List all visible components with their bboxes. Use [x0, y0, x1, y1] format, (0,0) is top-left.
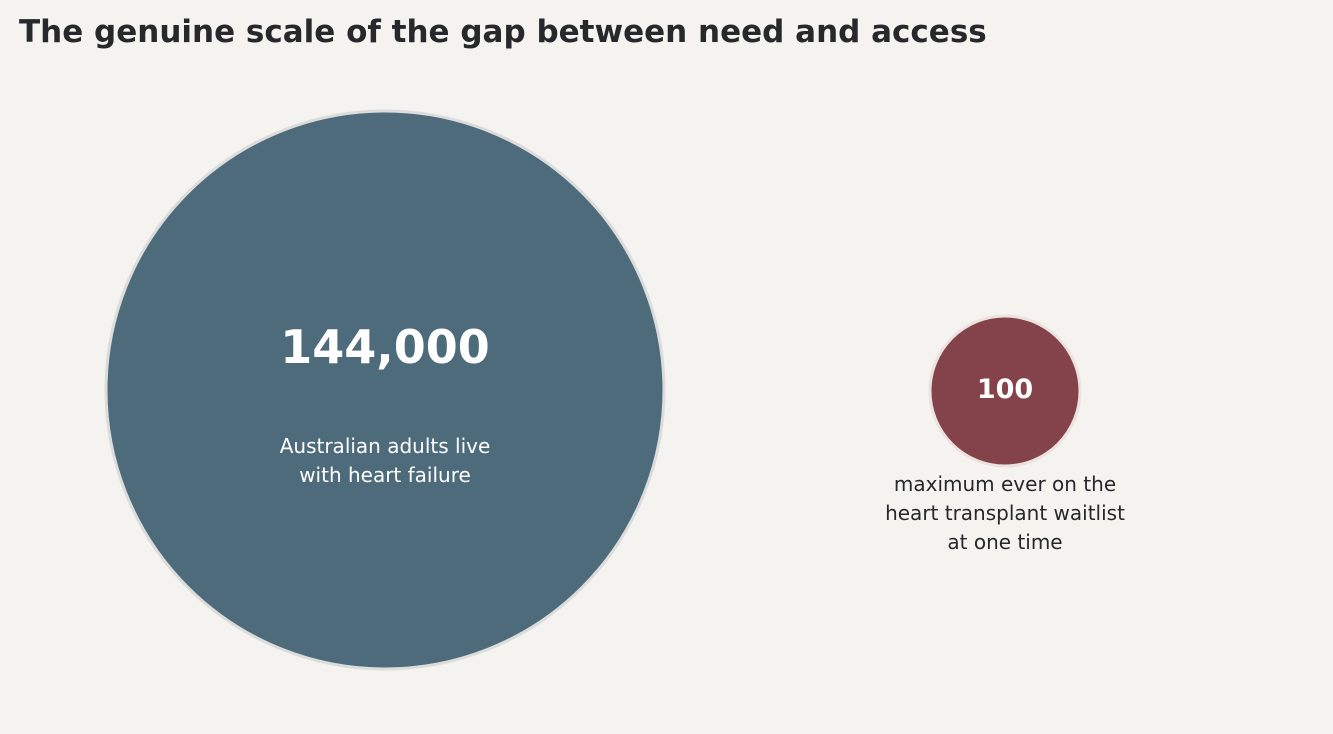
value-label: 100: [976, 374, 1034, 405]
bubble: [104, 109, 666, 671]
value-label: 144,000: [280, 320, 490, 374]
chart-title: The genuine scale of the gap between nee…: [19, 14, 987, 50]
category-label: maximum ever on the heart transplant wai…: [885, 472, 1125, 554]
bubble: [928, 314, 1082, 468]
category-label: Australian adults live with heart failur…: [279, 434, 491, 487]
